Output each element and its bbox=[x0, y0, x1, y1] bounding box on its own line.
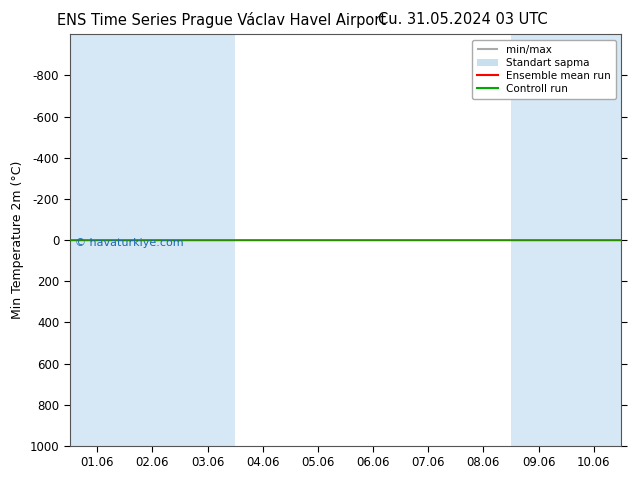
Y-axis label: Min Temperature 2m (°C): Min Temperature 2m (°C) bbox=[11, 161, 24, 319]
Bar bbox=[511, 34, 634, 446]
Text: ENS Time Series Prague Václav Havel Airport: ENS Time Series Prague Václav Havel Airp… bbox=[57, 12, 387, 28]
Text: Cu. 31.05.2024 03 UTC: Cu. 31.05.2024 03 UTC bbox=[378, 12, 548, 27]
Bar bbox=[70, 34, 235, 446]
Legend: min/max, Standart sapma, Ensemble mean run, Controll run: min/max, Standart sapma, Ensemble mean r… bbox=[472, 40, 616, 99]
Text: © havaturkiye.com: © havaturkiye.com bbox=[75, 238, 184, 248]
